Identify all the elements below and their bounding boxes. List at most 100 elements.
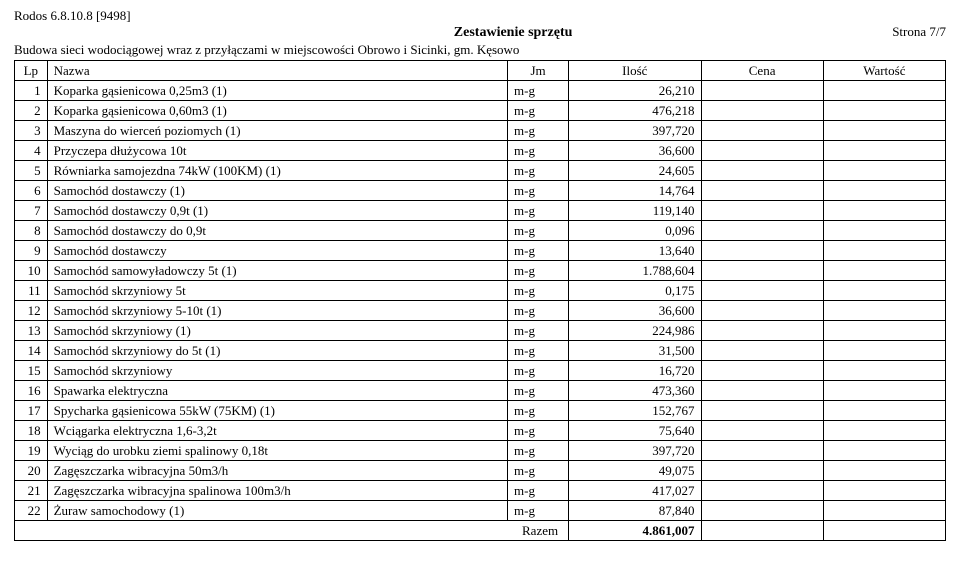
cell-wart bbox=[823, 241, 945, 261]
cell-name: Samochód dostawczy do 0,9t bbox=[47, 221, 507, 241]
cell-qty: 14,764 bbox=[569, 181, 701, 201]
total-label: Razem bbox=[15, 521, 569, 541]
total-value: 4.861,007 bbox=[569, 521, 701, 541]
cell-jm: m-g bbox=[508, 321, 569, 341]
cell-name: Zagęszczarka wibracyjna 50m3/h bbox=[47, 461, 507, 481]
cell-wart bbox=[823, 221, 945, 241]
cell-jm: m-g bbox=[508, 81, 569, 101]
total-cena-empty bbox=[701, 521, 823, 541]
cell-lp: 9 bbox=[15, 241, 48, 261]
cell-cena bbox=[701, 141, 823, 161]
cell-qty: 417,027 bbox=[569, 481, 701, 501]
cell-qty: 397,720 bbox=[569, 121, 701, 141]
cell-jm: m-g bbox=[508, 301, 569, 321]
cell-wart bbox=[823, 501, 945, 521]
cell-cena bbox=[701, 361, 823, 381]
cell-wart bbox=[823, 441, 945, 461]
cell-jm: m-g bbox=[508, 241, 569, 261]
cell-wart bbox=[823, 181, 945, 201]
table-row: 5Równiarka samojezdna 74kW (100KM) (1)m-… bbox=[15, 161, 946, 181]
cell-lp: 7 bbox=[15, 201, 48, 221]
cell-wart bbox=[823, 281, 945, 301]
cell-name: Maszyna do wierceń poziomych (1) bbox=[47, 121, 507, 141]
cell-jm: m-g bbox=[508, 501, 569, 521]
table-row: 10Samochód samowyładowczy 5t (1)m-g1.788… bbox=[15, 261, 946, 281]
cell-lp: 5 bbox=[15, 161, 48, 181]
cell-wart bbox=[823, 161, 945, 181]
document-title: Zestawienie sprzętu bbox=[134, 25, 892, 41]
col-qty: Ilość bbox=[569, 61, 701, 81]
cell-name: Koparka gąsienicowa 0,25m3 (1) bbox=[47, 81, 507, 101]
cell-lp: 16 bbox=[15, 381, 48, 401]
cell-cena bbox=[701, 281, 823, 301]
cell-qty: 36,600 bbox=[569, 141, 701, 161]
cell-jm: m-g bbox=[508, 361, 569, 381]
cell-jm: m-g bbox=[508, 441, 569, 461]
document-subtitle: Budowa sieci wodociągowej wraz z przyłąc… bbox=[14, 42, 946, 58]
cell-qty: 31,500 bbox=[569, 341, 701, 361]
cell-lp: 2 bbox=[15, 101, 48, 121]
cell-name: Przyczepa dłużycowa 10t bbox=[47, 141, 507, 161]
cell-lp: 12 bbox=[15, 301, 48, 321]
table-row: 6Samochód dostawczy (1)m-g14,764 bbox=[15, 181, 946, 201]
table-row: 7Samochód dostawczy 0,9t (1)m-g119,140 bbox=[15, 201, 946, 221]
cell-cena bbox=[701, 161, 823, 181]
col-name: Nazwa bbox=[47, 61, 507, 81]
cell-name: Samochód skrzyniowy do 5t (1) bbox=[47, 341, 507, 361]
cell-wart bbox=[823, 361, 945, 381]
cell-name: Samochód dostawczy (1) bbox=[47, 181, 507, 201]
cell-wart bbox=[823, 201, 945, 221]
title-row: Zestawienie sprzętu Strona 7/7 bbox=[14, 24, 946, 41]
cell-qty: 152,767 bbox=[569, 401, 701, 421]
total-wart-empty bbox=[823, 521, 945, 541]
table-row: 19Wyciąg do urobku ziemi spalinowy 0,18t… bbox=[15, 441, 946, 461]
cell-qty: 13,640 bbox=[569, 241, 701, 261]
cell-name: Spawarka elektryczna bbox=[47, 381, 507, 401]
cell-qty: 87,840 bbox=[569, 501, 701, 521]
cell-lp: 19 bbox=[15, 441, 48, 461]
table-row: 9Samochód dostawczym-g13,640 bbox=[15, 241, 946, 261]
cell-qty: 24,605 bbox=[569, 161, 701, 181]
cell-name: Równiarka samojezdna 74kW (100KM) (1) bbox=[47, 161, 507, 181]
cell-name: Samochód skrzyniowy (1) bbox=[47, 321, 507, 341]
cell-lp: 4 bbox=[15, 141, 48, 161]
cell-name: Samochód dostawczy 0,9t (1) bbox=[47, 201, 507, 221]
cell-cena bbox=[701, 461, 823, 481]
table-row: 21Zagęszczarka wibracyjna spalinowa 100m… bbox=[15, 481, 946, 501]
cell-cena bbox=[701, 321, 823, 341]
table-total-row: Razem 4.861,007 bbox=[15, 521, 946, 541]
cell-wart bbox=[823, 421, 945, 441]
cell-cena bbox=[701, 201, 823, 221]
cell-jm: m-g bbox=[508, 121, 569, 141]
cell-qty: 119,140 bbox=[569, 201, 701, 221]
cell-cena bbox=[701, 181, 823, 201]
cell-name: Wciągarka elektryczna 1,6-3,2t bbox=[47, 421, 507, 441]
cell-lp: 13 bbox=[15, 321, 48, 341]
cell-lp: 3 bbox=[15, 121, 48, 141]
cell-jm: m-g bbox=[508, 141, 569, 161]
table-row: 15Samochód skrzyniowym-g16,720 bbox=[15, 361, 946, 381]
cell-qty: 397,720 bbox=[569, 441, 701, 461]
cell-qty: 75,640 bbox=[569, 421, 701, 441]
table-row: 20Zagęszczarka wibracyjna 50m3/hm-g49,07… bbox=[15, 461, 946, 481]
table-row: 11Samochód skrzyniowy 5tm-g0,175 bbox=[15, 281, 946, 301]
cell-jm: m-g bbox=[508, 421, 569, 441]
cell-qty: 0,096 bbox=[569, 221, 701, 241]
cell-name: Koparka gąsienicowa 0,60m3 (1) bbox=[47, 101, 507, 121]
cell-cena bbox=[701, 121, 823, 141]
cell-cena bbox=[701, 401, 823, 421]
cell-name: Samochód dostawczy bbox=[47, 241, 507, 261]
cell-name: Samochód samowyładowczy 5t (1) bbox=[47, 261, 507, 281]
cell-jm: m-g bbox=[508, 161, 569, 181]
cell-name: Żuraw samochodowy (1) bbox=[47, 501, 507, 521]
cell-cena bbox=[701, 101, 823, 121]
cell-jm: m-g bbox=[508, 101, 569, 121]
table-row: 18Wciągarka elektryczna 1,6-3,2tm-g75,64… bbox=[15, 421, 946, 441]
table-row: 17Spycharka gąsienicowa 55kW (75KM) (1)m… bbox=[15, 401, 946, 421]
cell-wart bbox=[823, 261, 945, 281]
cell-cena bbox=[701, 81, 823, 101]
cell-name: Samochód skrzyniowy bbox=[47, 361, 507, 381]
table-row: 14Samochód skrzyniowy do 5t (1)m-g31,500 bbox=[15, 341, 946, 361]
table-row: 1Koparka gąsienicowa 0,25m3 (1)m-g26,210 bbox=[15, 81, 946, 101]
cell-qty: 26,210 bbox=[569, 81, 701, 101]
